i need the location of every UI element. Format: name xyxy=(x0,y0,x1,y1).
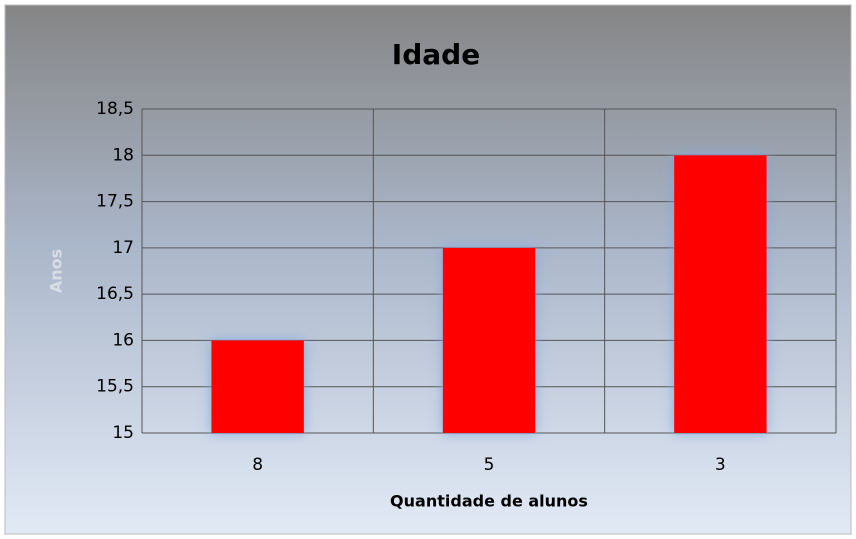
bar xyxy=(442,247,536,433)
x-tick-label: 3 xyxy=(715,455,726,475)
x-tick-label: 5 xyxy=(484,455,495,475)
x-axis-title: Quantidade de alunos xyxy=(390,492,588,511)
y-tick-label: 15,5 xyxy=(96,377,134,397)
chart-title: Idade xyxy=(392,38,480,71)
y-tick-label: 18,5 xyxy=(96,99,134,119)
y-tick-label: 16 xyxy=(112,330,134,350)
x-tick-label: 8 xyxy=(252,455,263,475)
y-tick-label: 15 xyxy=(112,423,134,443)
y-tick-label: 18 xyxy=(112,145,134,165)
bar xyxy=(674,155,767,434)
y-tick-label: 16,5 xyxy=(96,284,134,304)
bar xyxy=(211,340,304,433)
y-axis-title: Anos xyxy=(47,249,66,293)
y-tick-label: 17,5 xyxy=(96,192,134,212)
y-tick-label: 17 xyxy=(112,238,134,258)
